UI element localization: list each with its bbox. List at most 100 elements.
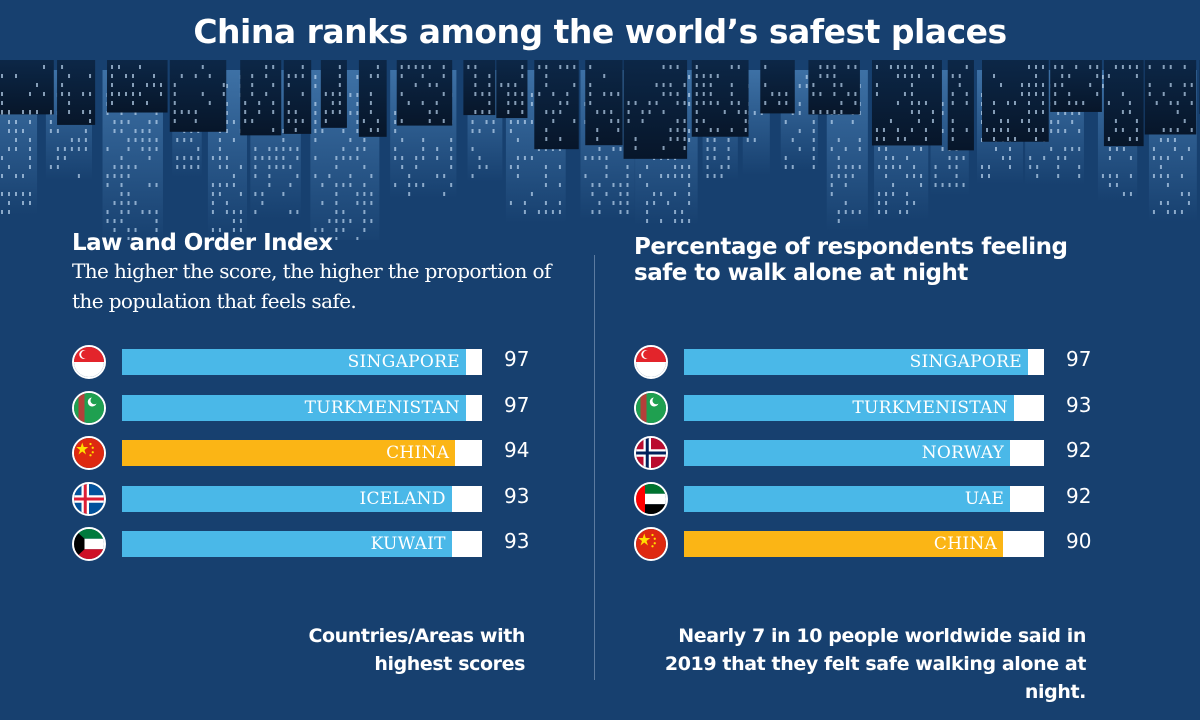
- window: [467, 65, 470, 69]
- window: [634, 146, 637, 150]
- window: [488, 110, 491, 114]
- window: [29, 192, 31, 196]
- window: [474, 92, 477, 96]
- window: [56, 129, 59, 133]
- window: [965, 128, 968, 132]
- window: [1001, 156, 1004, 160]
- window: [1101, 174, 1104, 178]
- window: [941, 129, 944, 133]
- window: [342, 228, 345, 232]
- window: [335, 228, 338, 232]
- window: [709, 128, 712, 132]
- window: [61, 83, 64, 87]
- window: [917, 119, 920, 123]
- bar-track: TURKMENISTAN: [684, 394, 1044, 421]
- window: [218, 228, 221, 232]
- window: [906, 210, 909, 214]
- window: [784, 165, 787, 169]
- window: [737, 65, 740, 69]
- window: [1035, 65, 1038, 69]
- window: [980, 111, 983, 115]
- window: [244, 110, 247, 114]
- window: [559, 137, 562, 141]
- window: [812, 129, 815, 133]
- window: [892, 165, 895, 169]
- window: [342, 156, 345, 160]
- window: [1121, 92, 1124, 96]
- window: [1028, 119, 1031, 123]
- window: [948, 165, 951, 169]
- window: [268, 156, 271, 160]
- divider: [594, 255, 595, 680]
- window: [917, 101, 920, 105]
- window: [639, 174, 642, 178]
- window: [507, 92, 510, 96]
- window: [812, 83, 815, 87]
- window: [667, 174, 670, 178]
- window: [1042, 65, 1045, 69]
- category-label: CHINA: [386, 443, 450, 463]
- window: [1064, 111, 1067, 115]
- window: [676, 92, 679, 96]
- window: [363, 138, 366, 142]
- window: [349, 111, 352, 115]
- window: [342, 219, 345, 223]
- window: [1014, 137, 1017, 141]
- window: [1000, 83, 1003, 87]
- window: [523, 156, 526, 160]
- window: [906, 192, 909, 196]
- window: [695, 128, 698, 132]
- window: [363, 192, 366, 196]
- window: [619, 147, 622, 151]
- window: [507, 101, 510, 105]
- window: [422, 138, 425, 142]
- window: [232, 219, 235, 223]
- window: [471, 129, 474, 133]
- window: [225, 183, 228, 187]
- window: [225, 129, 228, 133]
- window: [744, 110, 747, 114]
- window: [676, 128, 679, 132]
- window: [342, 210, 345, 214]
- window: [688, 93, 691, 97]
- window: [771, 92, 774, 96]
- window: [120, 192, 123, 196]
- window: [194, 110, 197, 114]
- window: [1176, 110, 1179, 114]
- window: [695, 65, 698, 69]
- window: [145, 101, 148, 105]
- window: [414, 83, 417, 87]
- window: [113, 201, 116, 205]
- window: [854, 65, 857, 69]
- window: [566, 65, 569, 69]
- window: [436, 174, 439, 178]
- window: [1064, 156, 1067, 160]
- window: [840, 110, 843, 114]
- window: [356, 120, 359, 124]
- chart-subtitle: The higher the score, the higher the pro…: [72, 259, 551, 313]
- window: [688, 129, 691, 133]
- window: [190, 138, 193, 142]
- window: [1122, 147, 1125, 151]
- window: [363, 147, 366, 151]
- window: [1035, 137, 1038, 141]
- window: [376, 128, 379, 132]
- window: [8, 110, 10, 114]
- window: [688, 192, 691, 196]
- window: [980, 174, 983, 178]
- category-label: NORWAY: [921, 443, 1005, 463]
- window: [662, 110, 665, 114]
- window: [681, 174, 684, 178]
- window: [627, 119, 630, 123]
- window: [544, 183, 547, 187]
- window: [899, 210, 902, 214]
- window: [924, 137, 927, 141]
- window: [218, 156, 221, 160]
- window: [134, 228, 137, 232]
- window: [1, 210, 3, 214]
- building: [1144, 60, 1197, 135]
- turkmenistan-flag-icon: [634, 390, 668, 425]
- window: [338, 65, 341, 69]
- window: [844, 147, 847, 151]
- window: [68, 110, 71, 114]
